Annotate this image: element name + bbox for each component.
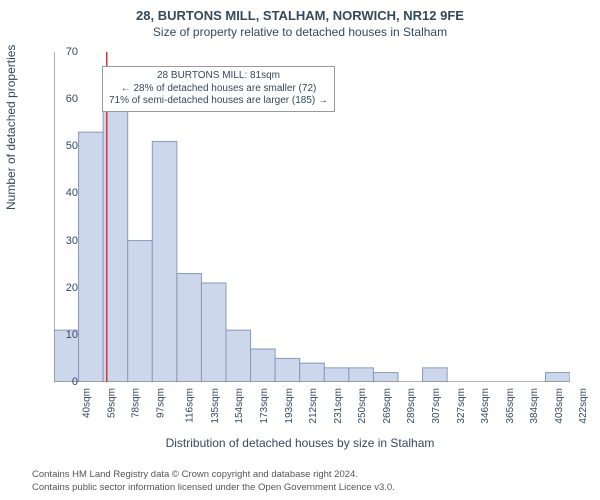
xtick-label: 403sqm — [554, 388, 565, 424]
histogram-bar — [349, 368, 374, 382]
xtick-label: 135sqm — [210, 388, 221, 424]
title-main: 28, BURTONS MILL, STALHAM, NORWICH, NR12… — [0, 0, 600, 23]
ytick-label: 10 — [54, 329, 78, 341]
ytick-label: 60 — [54, 93, 78, 105]
histogram-bar — [177, 274, 202, 382]
xtick-label: 346sqm — [480, 388, 491, 424]
ytick-label: 30 — [54, 235, 78, 247]
histogram-bar — [324, 368, 349, 382]
xtick-label: 422sqm — [579, 388, 590, 424]
xtick-label: 116sqm — [185, 388, 196, 423]
histogram-bar — [300, 363, 325, 382]
ytick-label: 20 — [54, 282, 78, 294]
histogram-bar — [152, 142, 177, 382]
histogram-bar — [201, 283, 226, 382]
xtick-label: 212sqm — [308, 388, 319, 424]
histogram-bar — [545, 373, 570, 382]
xtick-label: 269sqm — [382, 388, 393, 424]
annotation-line1: 28 BURTONS MILL: 81sqm — [109, 70, 328, 83]
xtick-label: 78sqm — [131, 388, 142, 418]
y-axis-label: Number of detached properties — [4, 45, 18, 210]
xtick-label: 154sqm — [235, 388, 246, 424]
title-sub: Size of property relative to detached ho… — [0, 23, 600, 39]
histogram-bar — [128, 241, 153, 382]
annotation-box: 28 BURTONS MILL: 81sqm ← 28% of detached… — [102, 66, 335, 112]
x-axis-label: Distribution of detached houses by size … — [0, 436, 600, 450]
xtick-label: 173sqm — [259, 388, 270, 424]
histogram-bar — [373, 373, 398, 382]
xtick-label: 40sqm — [82, 388, 93, 418]
xtick-label: 59sqm — [106, 388, 117, 418]
xtick-label: 231sqm — [333, 388, 344, 424]
ytick-label: 0 — [54, 376, 78, 388]
ytick-label: 70 — [54, 46, 78, 58]
annotation-line3: 71% of semi-detached houses are larger (… — [109, 95, 328, 108]
histogram-bar — [79, 132, 104, 382]
xtick-label: 289sqm — [407, 388, 418, 424]
footer-line1: Contains HM Land Registry data © Crown c… — [32, 469, 395, 481]
xtick-label: 193sqm — [284, 388, 295, 424]
histogram-bar — [251, 349, 276, 382]
footer: Contains HM Land Registry data © Crown c… — [32, 469, 395, 494]
xtick-label: 327sqm — [456, 388, 467, 424]
histogram-bar — [423, 368, 448, 382]
xtick-label: 97sqm — [155, 388, 166, 418]
annotation-line2: ← 28% of detached houses are smaller (72… — [109, 83, 328, 96]
footer-line2: Contains public sector information licen… — [32, 482, 395, 494]
histogram-bar — [275, 358, 300, 382]
xtick-label: 307sqm — [431, 388, 442, 424]
xtick-label: 250sqm — [357, 388, 368, 424]
ytick-label: 50 — [54, 140, 78, 152]
histogram-bar — [226, 330, 251, 382]
ytick-label: 40 — [54, 187, 78, 199]
xtick-label: 384sqm — [529, 388, 540, 424]
xtick-label: 365sqm — [505, 388, 516, 424]
